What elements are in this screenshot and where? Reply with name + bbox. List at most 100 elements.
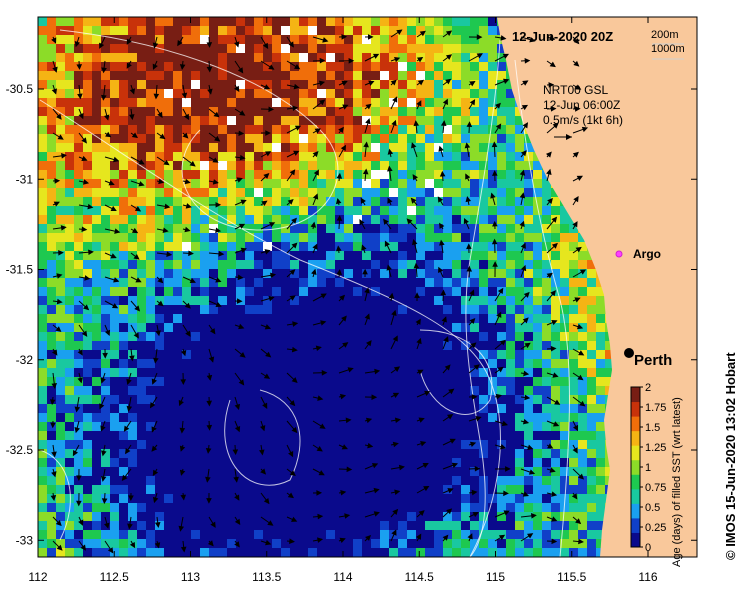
current-arrow [520, 36, 536, 43]
current-arrow [364, 103, 372, 110]
current-vectors [49, 29, 589, 554]
current-arrow [494, 443, 507, 450]
current-arrow [104, 540, 114, 554]
current-arrow [440, 120, 447, 134]
current-arrow [439, 239, 445, 254]
current-arrow [312, 193, 319, 206]
current-arrow [416, 30, 426, 38]
current-arrow [182, 276, 196, 284]
current-arrow [52, 516, 62, 527]
current-arrow [126, 36, 132, 45]
current-arrow [546, 122, 559, 134]
current-arrow [572, 516, 582, 525]
current-arrow [104, 228, 121, 234]
current-arrow [546, 168, 552, 182]
current-arrow [464, 142, 471, 158]
current-arrow [182, 156, 196, 167]
current-arrow [494, 534, 506, 542]
current-arrow [468, 364, 480, 374]
current-arrow [286, 444, 294, 458]
current-arrow [100, 372, 106, 384]
current-arrow [78, 324, 88, 337]
current-arrow [234, 247, 247, 254]
current-arrow [208, 276, 222, 283]
current-arrow [546, 272, 553, 279]
current-arrow [390, 508, 399, 518]
current-arrow [364, 511, 380, 518]
current-arrow [182, 324, 191, 337]
current-arrow [182, 178, 191, 185]
current-arrow [390, 29, 403, 38]
current-arrow [519, 169, 526, 182]
current-arrow [234, 108, 246, 116]
current-arrow [154, 516, 161, 528]
current-arrow [364, 534, 372, 542]
current-arrow [413, 120, 420, 134]
current-arrow [466, 121, 473, 134]
current-time-label: 12-Jun 06:00Z [543, 98, 620, 112]
current-arrow [234, 420, 241, 433]
current-arrow [130, 204, 142, 212]
current-arrow [72, 444, 80, 457]
current-arrow [286, 468, 296, 476]
current-arrow [572, 84, 582, 90]
current-arrow [156, 108, 163, 118]
current-arrow [338, 58, 355, 64]
credit-text: © IMOS 15-Jun-2020 13:02 Hobart [723, 352, 738, 560]
current-arrow [260, 516, 274, 526]
current-arrow [520, 468, 536, 475]
current-arrow [492, 170, 498, 182]
current-arrow [154, 540, 161, 549]
current-arrow [180, 348, 187, 357]
current-arrow [312, 36, 329, 43]
current-arrow [51, 444, 57, 458]
current-arrow [312, 444, 323, 452]
current-arrow [494, 35, 507, 41]
current-arrow [153, 348, 159, 364]
current-arrow [52, 201, 60, 207]
current-arrow [390, 56, 401, 63]
current-arrow [76, 492, 82, 507]
current-arrow [572, 297, 581, 303]
current-arrow [442, 508, 453, 518]
current-arrow [182, 132, 189, 139]
current-arrow [312, 345, 322, 352]
current-arrow [129, 84, 136, 95]
current-arrow [364, 417, 373, 424]
current-arrow [390, 119, 397, 134]
colorbar-swatch [631, 474, 640, 490]
current-arrow [572, 323, 584, 330]
current-arrow [104, 300, 119, 309]
current-arrow [492, 261, 498, 278]
current-arrow [465, 173, 471, 182]
current-arrow [52, 249, 64, 256]
current-arrow [390, 309, 397, 326]
current-arrow [286, 60, 301, 70]
current-arrow [104, 252, 117, 259]
current-arrow [286, 321, 299, 327]
current-arrow [442, 462, 459, 470]
current-arrow [99, 396, 106, 410]
current-arrow [156, 156, 170, 166]
current-arrow [415, 318, 421, 326]
current-arrow [101, 84, 107, 101]
current-arrow [312, 293, 327, 302]
current-arrow [338, 393, 347, 400]
current-arrow [416, 510, 425, 518]
argo-marker-icon[interactable] [615, 250, 623, 258]
current-arrow [412, 238, 418, 254]
colorbar-tick-label: 0.75 [645, 482, 666, 494]
current-arrow [156, 251, 173, 257]
current-arrow [78, 203, 94, 210]
current-arrow [208, 179, 219, 185]
current-arrow [104, 180, 115, 186]
current-arrow [494, 366, 504, 374]
perth-marker-icon[interactable] [624, 348, 634, 358]
current-arrow [74, 36, 81, 48]
current-arrow [260, 272, 277, 279]
current-arrow [76, 468, 82, 482]
colorbar-swatch [631, 416, 640, 432]
current-arrow [234, 60, 244, 74]
current-scale-label: 0.5m/s (1kt 6h) [543, 113, 623, 127]
